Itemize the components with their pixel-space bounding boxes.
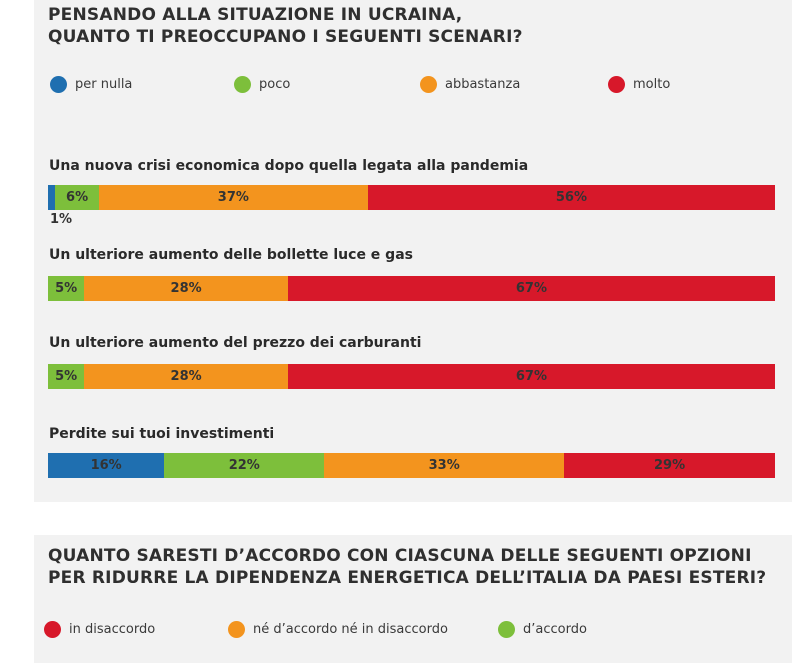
data-label-per-nulla-0: 1% [50,212,73,227]
legend-item-molto: molto [608,76,670,93]
data-label-molto: 29% [654,458,686,473]
chart-title-line-1: QUANTO SARESTI D’ACCORDO CON CIASCUNA DE… [48,546,752,566]
legend-item-abbastanza: abbastanza [420,76,520,93]
legend-item-d-accordo: d’accordo [498,621,587,638]
legend-label-poco: poco [259,77,291,92]
legend-item-poco: poco [234,76,290,93]
stacked-bar: 16% 22% 33% 29% [48,453,775,478]
legend-item-in-disaccordo: in disaccordo [44,621,155,638]
legend-label-d-accordo: d’accordo [523,622,587,637]
data-label-abbastanza: 28% [170,281,202,296]
legend-dot-d-accordo [498,621,515,638]
bar-segment-molto: 56% [367,185,775,210]
bar-segment-poco: 22% [164,453,325,478]
legend-dot-in-disaccordo [44,621,61,638]
legend-dot-per-nulla [50,76,67,93]
legend-label-molto: molto [633,77,671,92]
bar-segment-abbastanza: 37% [98,185,368,210]
bar-segment-poco: 5% [48,364,85,389]
legend-label-in-disaccordo: in disaccordo [69,622,156,637]
bar-segment-abbastanza: 28% [84,276,288,301]
legend-label-abbastanza: abbastanza [445,77,521,92]
chart-panel-concerns: PENSANDO ALLA SITUAZIONE IN UCRAINA, QUA… [34,0,792,502]
chart-title-line-2: QUANTO TI PREOCCUPANO I SEGUENTI SCENARI… [48,27,523,47]
chart-title-line-1: PENSANDO ALLA SITUAZIONE IN UCRAINA, [48,5,463,25]
data-label-molto: 56% [555,190,587,205]
legend-item-neutral: né d’accordo né in disaccordo [228,621,448,638]
bar-segment-poco: 5% [48,276,85,301]
data-label-abbastanza: 28% [170,369,202,384]
chart-title-line-2: PER RIDURRE LA DIPENDENZA ENERGETICA DEL… [48,568,767,588]
bar-segment-per-nulla: 16% [48,453,165,478]
data-label-abbastanza: 37% [217,190,249,205]
category-label: Un ulteriore aumento del prezzo dei carb… [49,335,422,351]
bar-segment-molto: 67% [287,364,775,389]
legend-dot-neutral [228,621,245,638]
stacked-bar: 6% 37% 56% [48,185,775,210]
bar-segment-poco: 6% [55,185,99,210]
legend-label-neutral: né d’accordo né in disaccordo [253,622,448,637]
legend-label-per-nulla: per nulla [75,77,133,92]
chart-title: QUANTO SARESTI D’ACCORDO CON CIASCUNA DE… [48,545,766,589]
bar-segment-per-nulla [48,185,56,210]
chart-title: PENSANDO ALLA SITUAZIONE IN UCRAINA, QUA… [48,4,523,48]
bar-segment-molto: 29% [564,453,775,478]
data-label-poco: 5% [55,369,78,384]
chart-panel-energy: QUANTO SARESTI D’ACCORDO CON CIASCUNA DE… [34,535,792,663]
legend-dot-abbastanza [420,76,437,93]
category-label: Una nuova crisi economica dopo quella le… [49,158,529,174]
data-label-abbastanza: 33% [428,458,460,473]
bar-segment-abbastanza: 33% [324,453,565,478]
bar-segment-abbastanza: 28% [84,364,288,389]
bar-segment-molto: 67% [287,276,775,301]
data-label-molto: 67% [515,281,547,296]
data-label-poco: 22% [228,458,260,473]
data-label-per-nulla: 16% [90,458,122,473]
data-label-poco: 5% [55,281,78,296]
stacked-bar: 5% 28% 67% [48,276,775,301]
legend-dot-poco [234,76,251,93]
legend-item-per-nulla: per nulla [50,76,132,93]
category-label: Un ulteriore aumento delle bollette luce… [49,247,413,263]
category-label: Perdite sui tuoi investimenti [49,426,275,442]
stacked-bar: 5% 28% 67% [48,364,775,389]
legend-dot-molto [608,76,625,93]
data-label-poco: 6% [66,190,89,205]
data-label-molto: 67% [515,369,547,384]
